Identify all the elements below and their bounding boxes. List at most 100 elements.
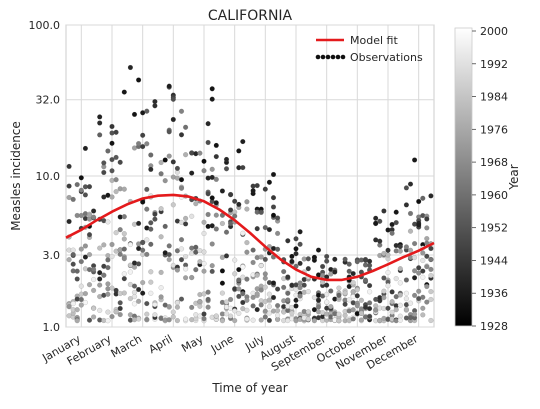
observation-point [316, 315, 321, 321]
observation-point [148, 241, 154, 247]
observation-point [293, 246, 299, 252]
observation-point [420, 305, 426, 311]
observation-point [201, 219, 207, 225]
observation-point [219, 188, 225, 194]
observation-point [240, 230, 246, 236]
y-tick-label: 1.0 [43, 321, 61, 334]
observation-point [244, 316, 250, 322]
observation-point [193, 267, 199, 273]
observation-point [412, 221, 418, 227]
observation-point [183, 221, 189, 227]
observation-point [158, 234, 164, 240]
observation-point [166, 304, 172, 310]
observation-point [91, 305, 97, 311]
observation-point [266, 179, 272, 185]
observation-point [121, 231, 127, 237]
observation-point [136, 220, 142, 226]
observation-point [189, 213, 195, 219]
observation-point [244, 206, 250, 212]
observation-point [132, 283, 137, 289]
observation-point [78, 175, 84, 181]
observation-point [397, 302, 403, 308]
observation-point [420, 258, 426, 263]
observation-point [193, 201, 199, 207]
observation-point [428, 193, 434, 199]
observation-point [101, 170, 107, 175]
observation-point [346, 268, 352, 274]
observation-point [373, 307, 379, 313]
observation-point [424, 236, 430, 242]
observation-point [428, 256, 434, 262]
observation-point [183, 316, 189, 322]
observation-point [271, 295, 276, 300]
observation-point [305, 316, 311, 322]
colorbar-tick-label: 1936 [480, 287, 508, 300]
observation-point [271, 280, 276, 286]
observation-point [113, 189, 119, 195]
observation-point [350, 271, 356, 277]
observation-point [174, 300, 180, 306]
observation-point [105, 309, 111, 315]
observation-point [367, 306, 373, 312]
observation-point [393, 276, 399, 282]
observation-point [305, 289, 311, 295]
observation-point [201, 168, 207, 174]
observation-point [250, 260, 256, 265]
observation-point [144, 251, 150, 257]
observation-point [127, 65, 133, 70]
observation-point [109, 285, 115, 291]
observation-point [381, 295, 387, 301]
observation-point [136, 141, 142, 147]
observation-point [166, 243, 172, 249]
observation-point [232, 198, 238, 204]
observation-point [97, 114, 103, 120]
observation-point [385, 305, 391, 311]
observation-point [236, 267, 242, 273]
observation-point [209, 174, 215, 180]
observation-point [271, 212, 276, 218]
observation-point [170, 262, 176, 268]
observation-point [285, 308, 291, 313]
observation-point [209, 195, 215, 201]
observation-point [385, 247, 391, 253]
observation-point [209, 86, 215, 92]
observation-point [316, 309, 321, 315]
observation-point [305, 266, 311, 272]
x-tick-label: March [109, 332, 145, 360]
observation-point [152, 312, 158, 318]
observation-point [428, 318, 434, 323]
observation-point [109, 177, 115, 183]
observation-point [393, 220, 399, 226]
observation-point [170, 314, 176, 320]
observation-point [412, 241, 418, 247]
observation-point [74, 307, 80, 313]
observation-point [428, 273, 434, 278]
observation-point [254, 291, 260, 297]
observation-point [170, 174, 176, 180]
observation-point [377, 218, 383, 224]
observation-point [412, 292, 418, 298]
observation-point [78, 283, 84, 289]
observation-point [127, 296, 133, 302]
observation-point [166, 257, 172, 263]
observation-point [244, 297, 250, 303]
observation-point [132, 301, 137, 307]
observation-point [320, 264, 326, 269]
observation-point [109, 194, 115, 200]
observation-point [328, 271, 334, 277]
observation-point [183, 254, 189, 260]
observation-point [132, 294, 137, 300]
colorbar-tick-label: 1992 [480, 58, 508, 71]
observation-point [228, 305, 234, 311]
x-tick-label: May [179, 332, 206, 355]
observation-point [78, 259, 84, 265]
observation-point [213, 176, 219, 182]
observation-point [416, 222, 422, 228]
legend-model-fit-label: Model fit [350, 34, 398, 47]
observation-point [258, 302, 264, 308]
observation-point [373, 215, 379, 221]
observation-point [262, 225, 268, 231]
observation-point [275, 246, 281, 252]
observation-point [209, 268, 215, 274]
colorbar-gradient [454, 27, 473, 327]
